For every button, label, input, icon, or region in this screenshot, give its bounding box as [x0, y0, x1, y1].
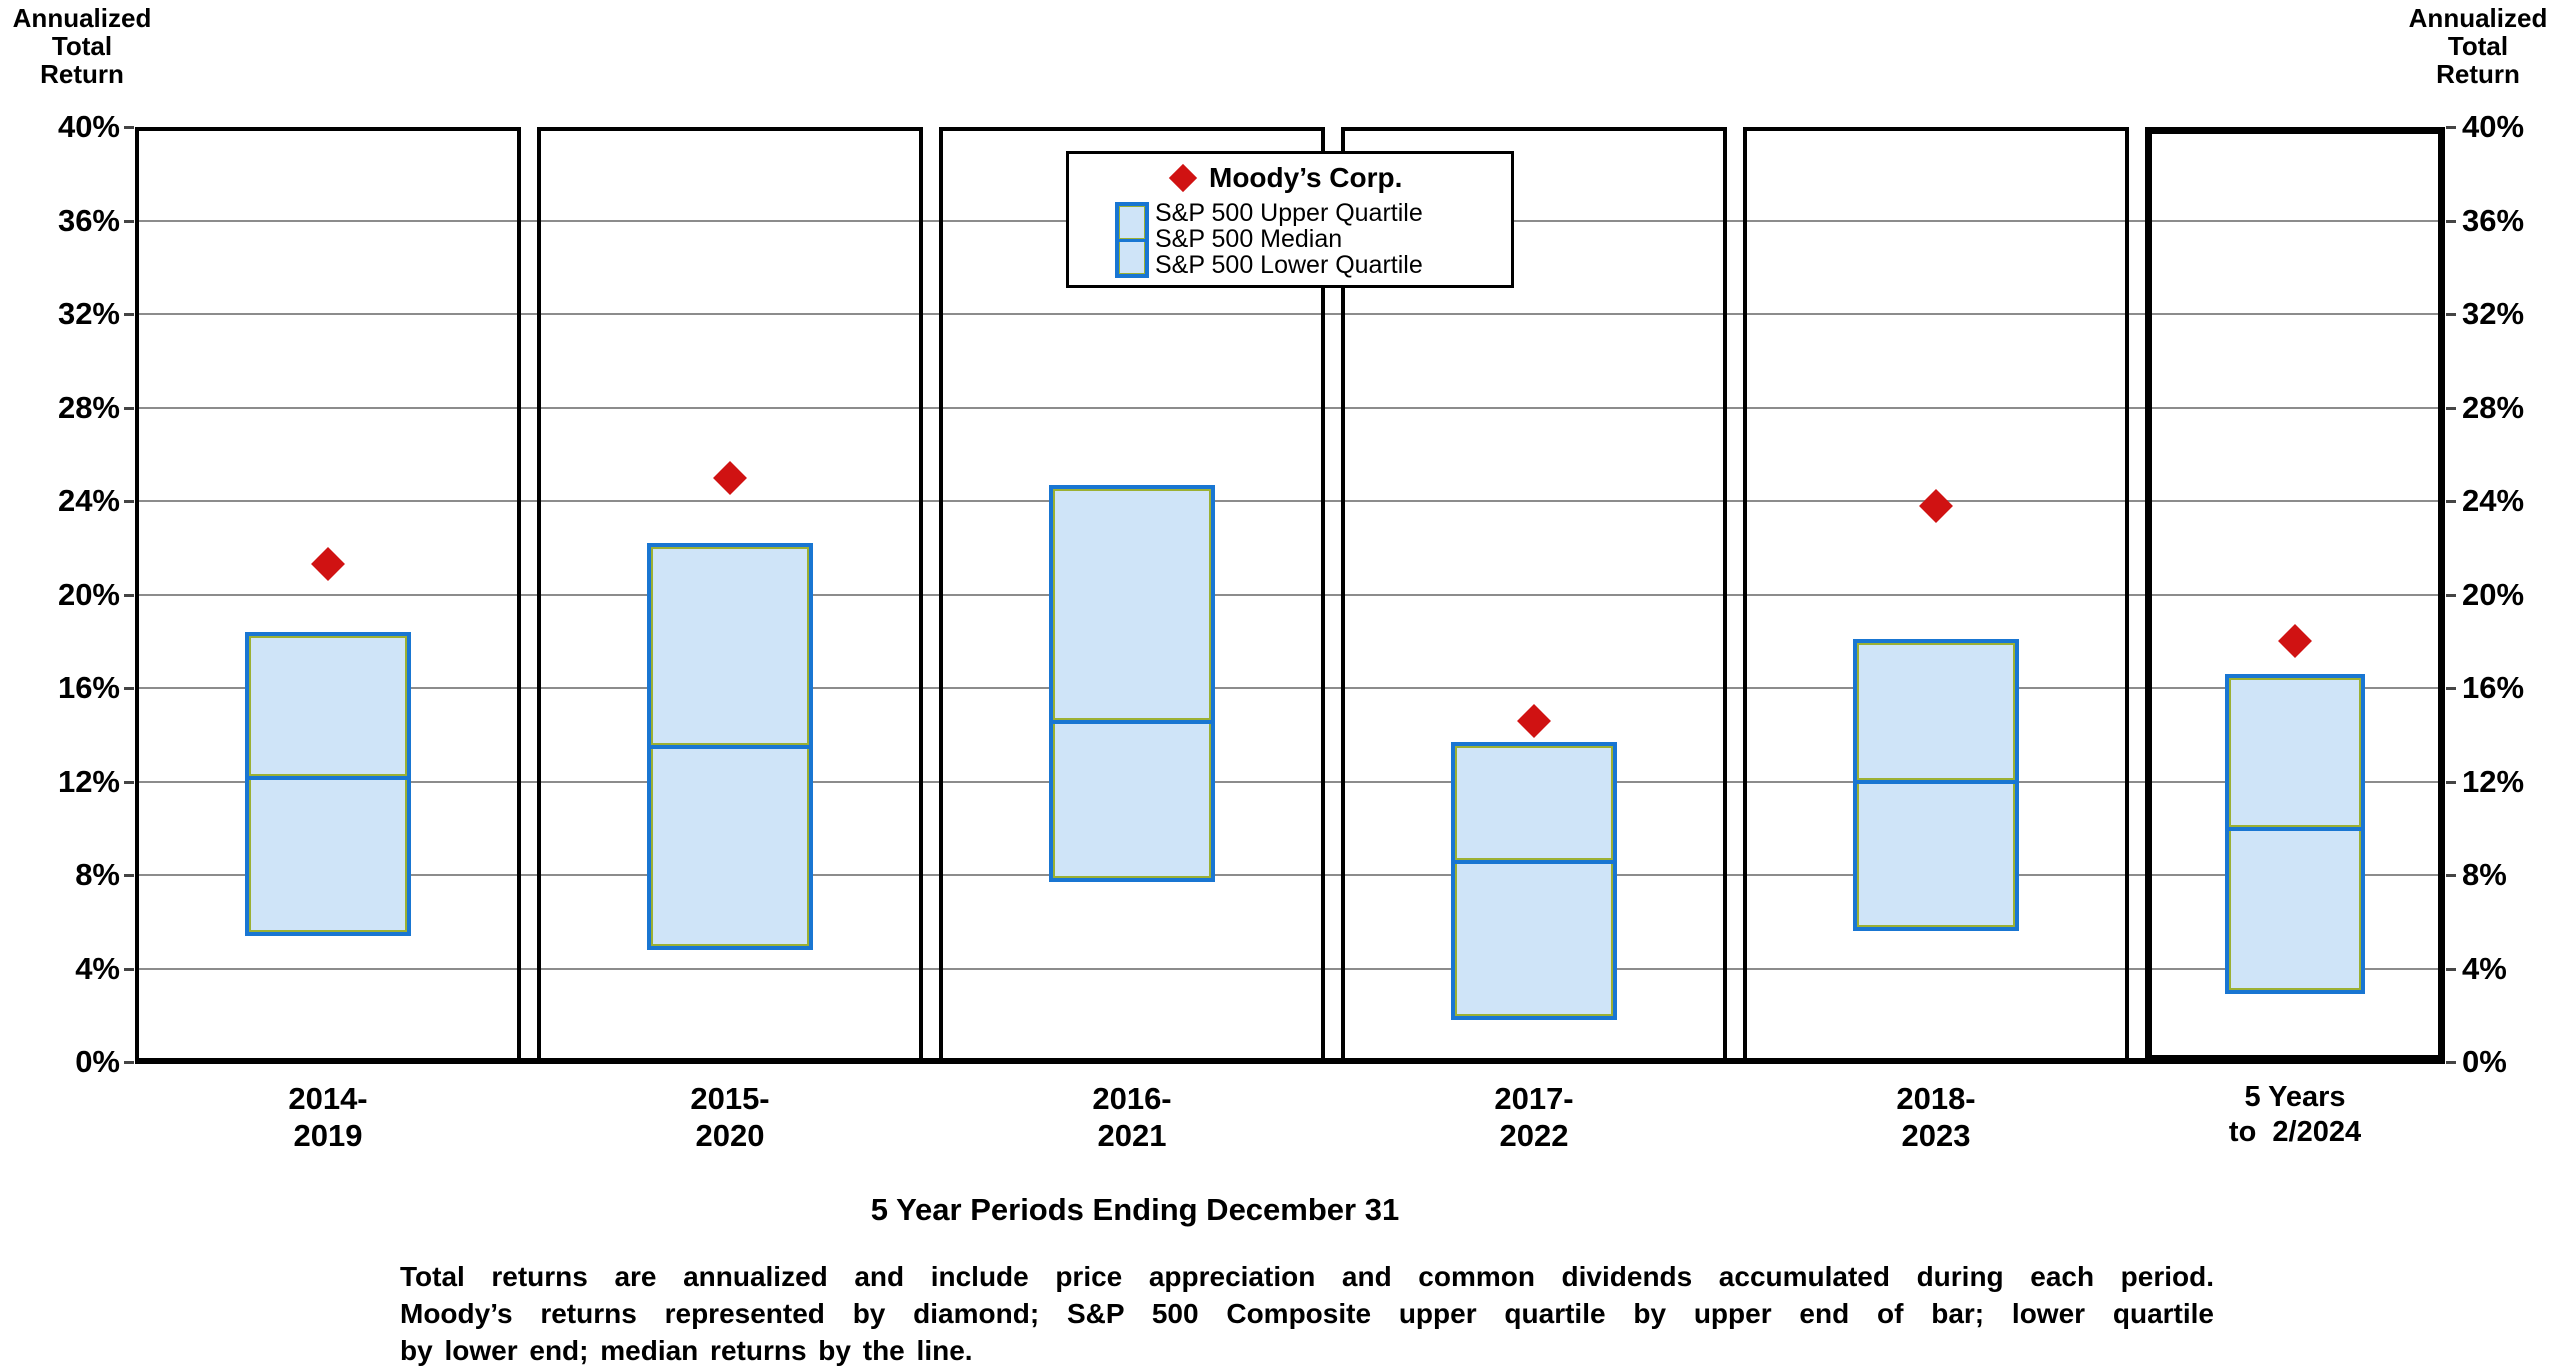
y-tick-left: [124, 780, 134, 784]
y-tick-right: [2446, 593, 2456, 597]
y-axis-label-left: 20%: [57, 576, 120, 612]
sp500-median-line: [1455, 857, 1613, 864]
gridline: [135, 967, 2445, 970]
gridline: [135, 687, 2445, 689]
left-y-axis-title: Annualized Total Return: [12, 3, 152, 89]
legend-moody-label: Moody’s Corp.: [1209, 162, 1403, 193]
y-tick-right: [2446, 219, 2456, 223]
period-label: 5 Years to 2/2024: [2228, 1081, 2362, 1148]
legend-quartile-box-icon: [1115, 202, 1149, 278]
y-tick-right: [2446, 1061, 2456, 1064]
y-tick-left: [124, 593, 134, 597]
y-axis-label-right: 20%: [2462, 576, 2525, 612]
sp500-median-line: [1053, 717, 1211, 724]
y-tick-right: [2446, 874, 2456, 877]
y-tick-right: [2446, 406, 2456, 410]
y-axis-label-right: 12%: [2462, 763, 2525, 799]
period-label: 2014- 2019: [288, 1081, 368, 1153]
y-axis-label-left: 36%: [57, 202, 120, 238]
legend-sp500-labels: S&P 500 Upper Quartile S&P 500 Median S&…: [1155, 199, 1423, 279]
y-tick-right: [2446, 500, 2456, 503]
footnote-line-2: Moody’s returns represented by diamond; …: [400, 1298, 2214, 1329]
y-axis-label-right: 32%: [2462, 296, 2525, 331]
plot-area: [135, 127, 2445, 1064]
sp500-quartile-box: [245, 631, 411, 936]
y-axis-label-right: 24%: [2462, 483, 2525, 518]
period-panel: [537, 127, 923, 1062]
y-axis-label-left: 16%: [57, 670, 120, 705]
period-panel: [135, 127, 521, 1062]
period-label: 2018- 2023: [1896, 1081, 1976, 1153]
y-tick-left: [124, 313, 134, 316]
y-axis-label-right: 8%: [2462, 857, 2507, 892]
gridline: [135, 593, 2445, 596]
y-tick-left: [124, 1061, 134, 1064]
y-axis-label-right: 0%: [2462, 1044, 2507, 1079]
y-tick-right: [2446, 687, 2456, 690]
y-axis-label-right: 16%: [2462, 670, 2525, 705]
y-tick-left: [124, 874, 134, 877]
sp500-quartile-box: [1049, 484, 1215, 882]
y-tick-left: [124, 687, 134, 690]
footnote: Total returns are annualized and include…: [400, 1258, 2214, 1367]
y-tick-left: [124, 500, 134, 503]
x-axis-title: 5 Year Periods Ending December 31: [870, 1192, 1400, 1227]
y-axis-label-left: 40%: [57, 109, 120, 144]
y-axis-label-right: 28%: [2462, 389, 2525, 425]
y-tick-right: [2446, 967, 2456, 971]
legend: Moody’s Corp. S&P 500 Upper Quartile S&P…: [1066, 151, 1514, 288]
y-axis-label-left: 24%: [57, 483, 120, 518]
y-axis-label-right: 4%: [2462, 950, 2507, 986]
y-tick-left: [124, 967, 134, 971]
right-y-axis-title: Annualized Total Return: [2408, 3, 2548, 89]
gridline: [135, 313, 2445, 315]
y-tick-left: [124, 219, 134, 223]
period-label: 2016- 2021: [1092, 1081, 1172, 1153]
gridline: [135, 500, 2445, 502]
legend-median-line-icon: [1119, 238, 1145, 242]
period-label: 2015- 2020: [690, 1081, 770, 1153]
footnote-line-1: Total returns are annualized and include…: [400, 1261, 2214, 1292]
sp500-quartile-box: [647, 543, 813, 950]
sp500-quartile-box: [1853, 638, 2019, 932]
sp500-median-line: [651, 743, 809, 750]
period-panel: [2145, 127, 2445, 1062]
sp500-quartile-box: [1451, 741, 1617, 1020]
y-axis-label-left: 4%: [75, 950, 120, 986]
y-tick-right: [2446, 780, 2456, 784]
legend-moody-diamond-icon: [1168, 163, 1198, 193]
sp500-median-line: [249, 773, 407, 780]
sp500-quartile-box: [2225, 673, 2365, 995]
y-axis-label-left: 0%: [75, 1044, 120, 1079]
gridline: [135, 780, 2445, 783]
y-tick-right: [2446, 313, 2456, 316]
period-panel: [939, 127, 1325, 1062]
y-axis-label-left: 8%: [75, 857, 120, 892]
sp500-median-line: [2229, 825, 2361, 832]
y-tick-left: [124, 126, 134, 129]
y-axis-label-right: 40%: [2462, 109, 2525, 144]
period-label: 2017- 2022: [1494, 1081, 1574, 1153]
sp500-median-line: [1857, 778, 2015, 785]
period-panel: [1743, 127, 2129, 1062]
y-axis-label-left: 12%: [57, 763, 120, 799]
y-axis-label-left: 28%: [57, 389, 120, 425]
period-panel: [1341, 127, 1727, 1062]
gridline: [135, 874, 2445, 876]
y-tick-right: [2446, 126, 2456, 129]
y-axis-label-right: 36%: [2462, 202, 2525, 238]
gridline: [135, 406, 2445, 409]
y-tick-left: [124, 406, 134, 410]
footnote-line-3: by lower end; median returns by the line…: [400, 1335, 973, 1366]
y-axis-label-left: 32%: [57, 296, 120, 331]
